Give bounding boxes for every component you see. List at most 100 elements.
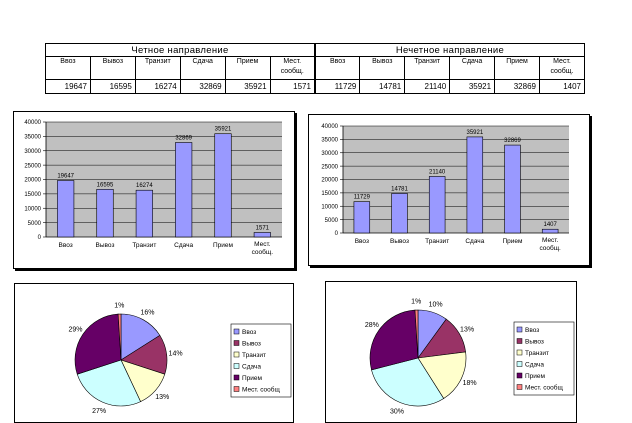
y-tick-label: 35000: [321, 138, 338, 144]
bar: [57, 180, 75, 238]
bar: [466, 136, 484, 234]
column-header: Прием: [494, 56, 540, 80]
x-tick-label: Ввоз: [59, 242, 73, 249]
slice-label: 29%: [69, 327, 83, 334]
x-tick-label: Транзит: [132, 242, 156, 249]
legend-box: [230, 323, 292, 398]
data-label: 11729: [354, 195, 371, 201]
table-cell: 1571: [269, 79, 316, 94]
data-label: 16274: [136, 183, 153, 189]
bar: [541, 228, 559, 234]
legend-swatch: [233, 386, 240, 392]
x-tick-label: Прием: [213, 242, 234, 249]
y-tick-label: 40000: [321, 124, 338, 130]
y-tick-label: 20000: [24, 178, 41, 184]
y-tick-label: 15000: [24, 192, 41, 198]
slice-label: 27%: [92, 408, 106, 415]
x-tick-label: Сдача: [465, 238, 484, 245]
table-cell: 16274: [134, 79, 181, 94]
table-cell: 14781: [359, 79, 406, 94]
pie-slice: [120, 313, 161, 361]
slice-label: 13%: [460, 326, 474, 333]
slice-label: 14%: [169, 351, 183, 358]
x-tick-label: Сдача: [174, 242, 193, 249]
column-header: Сдача: [449, 56, 496, 80]
x-tick-label: Вывоз: [96, 242, 115, 249]
y-tick-label: 25000: [321, 164, 338, 170]
legend-label: Транзит: [525, 350, 549, 357]
column-header: Прием: [224, 56, 271, 80]
legend-label: Прием: [525, 373, 546, 380]
column-header: Сдача: [179, 56, 226, 80]
bar: [96, 188, 114, 238]
legend-label: Сдача: [525, 362, 544, 369]
odd-bar-chart-frame: 0 5000 10000 15000 20000 25000 30000 35000 40000…: [308, 114, 590, 266]
legend-swatch: [516, 384, 523, 390]
y-tick-label: 25000: [24, 163, 41, 169]
slice-label: 13%: [155, 394, 169, 401]
legend-swatch: [516, 372, 523, 379]
bar: [391, 193, 408, 234]
pie-slice: [417, 351, 467, 399]
y-tick-label: 5000: [28, 221, 42, 227]
pie-slice: [369, 309, 419, 371]
slice-label: 1%: [114, 303, 124, 310]
table-cell: 35921: [449, 79, 496, 94]
table-cell: 32869: [179, 79, 226, 94]
legend-label: Мест. сообщ: [242, 386, 280, 394]
data-label: 21140: [429, 169, 446, 175]
table-cell: 32869: [494, 79, 540, 94]
bar: [504, 144, 521, 234]
odd-bar-chart: 0 5000 10000 15000 20000 25000 30000 35000 40000…: [321, 124, 569, 252]
pie-slice: [74, 313, 122, 375]
column-header: Мест. сообщ.: [269, 56, 316, 80]
column-header: Мест. сообщ.: [538, 56, 586, 80]
data-label: 14781: [391, 186, 408, 192]
column-header: Вывоз: [359, 56, 406, 80]
odd-pie-chart: 10% 13% 18% 30% 28% 1% Ввоз Вывоз Транзит Сдача Пр…: [365, 299, 575, 415]
legend-label: Ввоз: [242, 329, 256, 336]
pie-slice: [76, 359, 141, 407]
legend-label: Мест. сообщ: [525, 384, 563, 392]
data-label: 32869: [175, 136, 192, 142]
odd-direction-title: Нечетное направление: [314, 43, 585, 57]
legend-label: Вывоз: [242, 341, 261, 348]
even-direction-title: Четное направление: [44, 43, 316, 57]
legend-swatch: [233, 351, 240, 358]
y-tick-label: 35000: [24, 135, 41, 141]
legend-label: Вывоз: [525, 339, 544, 346]
table-cell: 21140: [404, 79, 451, 94]
column-header: Ввоз: [314, 56, 361, 80]
data-label: 1407: [543, 222, 557, 228]
pie-slice: [117, 313, 122, 361]
y-tick-label: 0: [335, 231, 339, 237]
legend-label: Прием: [242, 375, 263, 382]
slice-label: 16%: [140, 309, 154, 316]
table-cell: 19647: [45, 79, 91, 94]
bar: [135, 189, 153, 238]
y-tick-label: 5000: [325, 218, 339, 224]
x-tick-label: Ввоз: [355, 238, 369, 245]
odd-pie-chart-frame: 10% 13% 18% 30% 28% 1% Ввоз Вывоз Транзит Сдача Пр…: [325, 281, 577, 423]
data-label: 19647: [57, 174, 74, 180]
bar: [353, 201, 371, 234]
y-tick-label: 0: [38, 235, 42, 241]
data-label: 32869: [504, 138, 521, 144]
data-label: 1571: [256, 225, 270, 231]
legend-swatch: [516, 338, 523, 344]
slice-label: 30%: [390, 408, 404, 415]
pie-slice: [414, 309, 419, 359]
slice-label: 10%: [429, 301, 443, 308]
bar: [253, 232, 271, 238]
x-tick-label: Транзит: [425, 238, 449, 245]
x-tick-label: Вывоз: [390, 238, 409, 245]
y-tick-label: 20000: [321, 178, 338, 184]
y-tick-label: 10000: [24, 206, 41, 212]
values-row: 19647 16595 16274 32869 35921 1571 11729…: [45, 79, 586, 94]
slice-label: 28%: [365, 322, 379, 329]
legend-swatch: [233, 328, 240, 335]
even-pie-chart: 16% 14% 13% 27% 29% 1% Ввоз Вывоз Транзит Сдача Пр…: [69, 303, 292, 415]
even-pie-chart-frame: 16% 14% 13% 27% 29% 1% Ввоз Вывоз Транзит Сдача Пр…: [14, 283, 294, 423]
y-tick-label: 10000: [321, 204, 338, 210]
column-header: Ввоз: [45, 56, 91, 80]
